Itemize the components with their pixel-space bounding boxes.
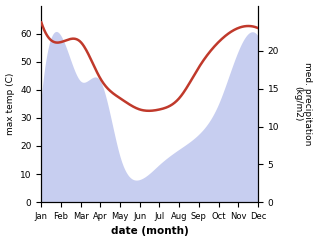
Y-axis label: max temp (C): max temp (C) xyxy=(5,73,15,135)
X-axis label: date (month): date (month) xyxy=(111,227,189,236)
Y-axis label: med. precipitation
(kg/m2): med. precipitation (kg/m2) xyxy=(293,62,313,145)
